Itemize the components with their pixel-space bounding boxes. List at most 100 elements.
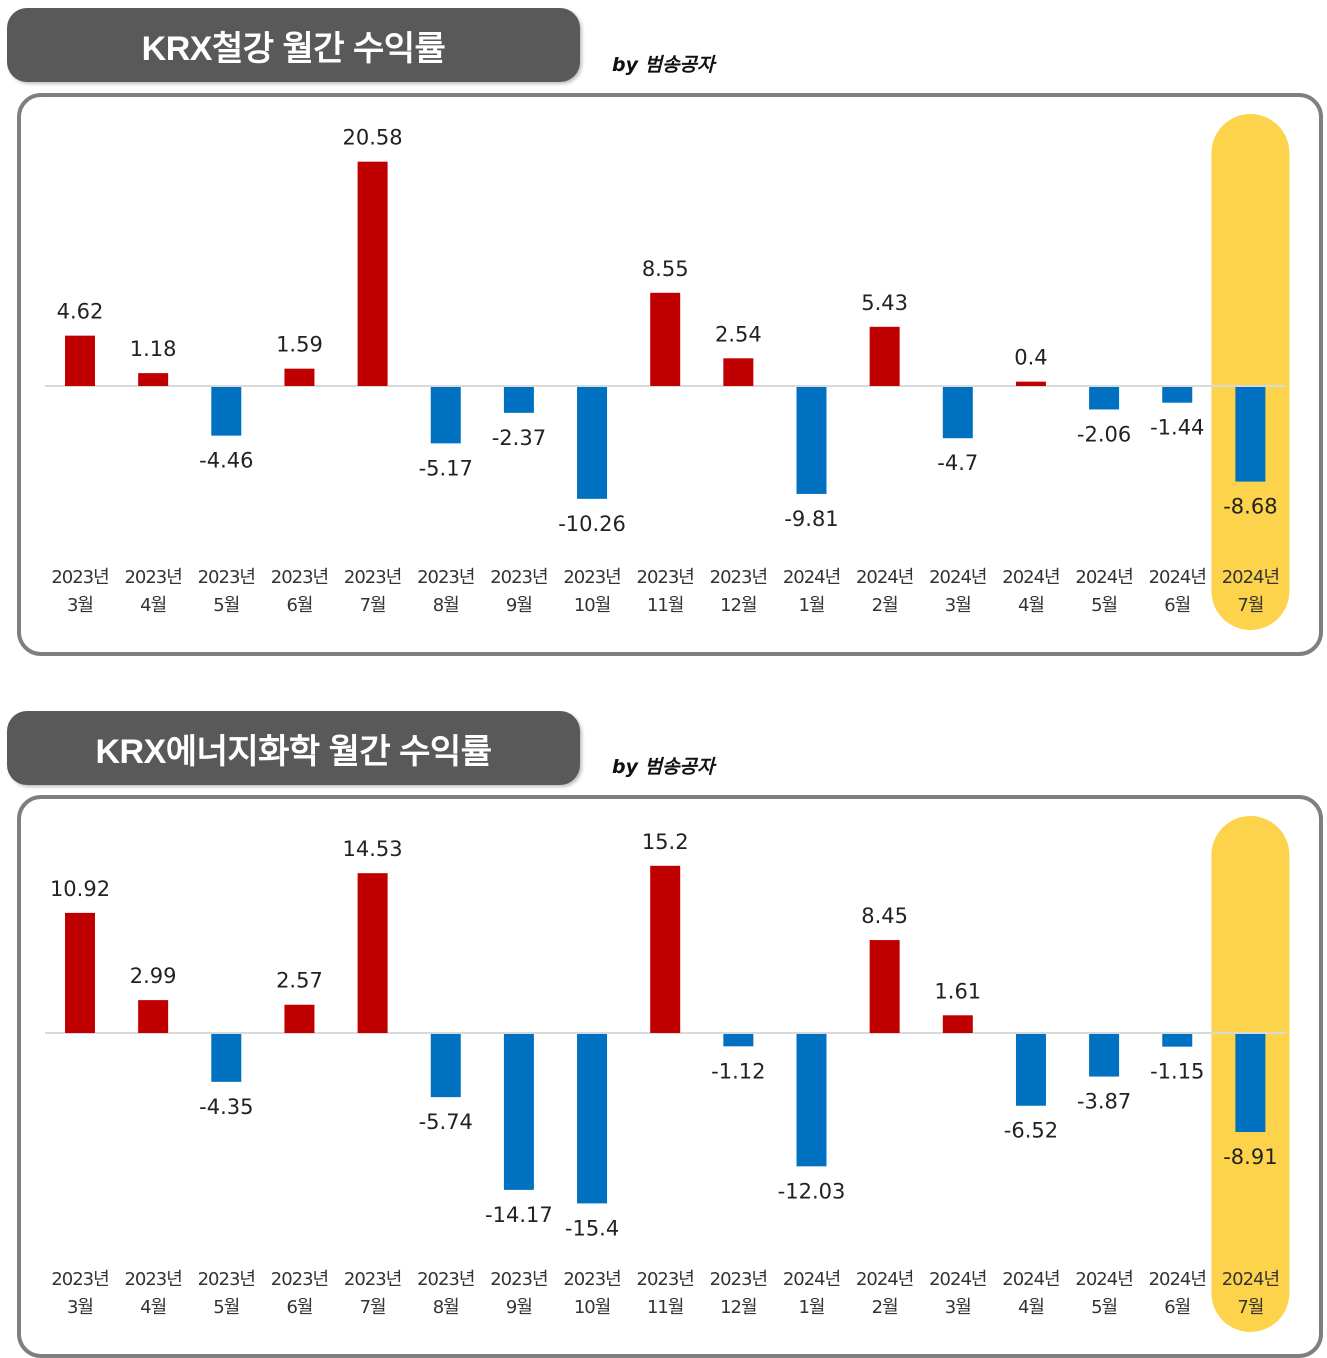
tick-month-12: 2월	[872, 1297, 898, 1318]
tick-month-15: 5월	[1091, 1297, 1117, 1318]
tick-month-16: 6월	[1164, 595, 1190, 616]
tick-year-3: 2023년	[198, 1269, 255, 1290]
tick-month-1: 3월	[67, 595, 93, 616]
tick-month-10: 12월	[720, 1297, 756, 1318]
tick-year-2: 2023년	[124, 567, 181, 588]
bar-7	[503, 387, 534, 413]
tick-month-13: 3월	[945, 1297, 971, 1318]
tick-month-2: 4월	[140, 595, 166, 616]
tick-year-4: 2023년	[271, 567, 328, 588]
tick-month-9: 11월	[647, 595, 683, 616]
chart-1-byline: by 범송공자	[612, 54, 715, 76]
data-label-8: -15.4	[565, 1216, 619, 1240]
tick-month-2: 4월	[140, 1297, 166, 1318]
tick-year-12: 2024년	[856, 567, 913, 588]
tick-year-1: 2023년	[51, 1269, 108, 1290]
bar-14	[1015, 1034, 1046, 1106]
data-label-13: 1.61	[934, 979, 981, 1003]
bar-5	[357, 873, 388, 1033]
tick-month-9: 11월	[647, 1297, 683, 1318]
bar-2	[138, 1000, 169, 1033]
bar-3	[211, 387, 242, 436]
bar-15	[1089, 1034, 1120, 1077]
tick-year-6: 2023년	[417, 567, 474, 588]
tick-year-5: 2023년	[344, 567, 401, 588]
bar-8	[577, 1034, 608, 1204]
highlight-capsule	[1211, 114, 1290, 630]
data-label-6: -5.17	[419, 456, 473, 480]
tick-month-6: 8월	[433, 595, 459, 616]
tick-year-16: 2024년	[1149, 1269, 1206, 1290]
tick-month-5: 7월	[360, 1297, 386, 1318]
tick-month-4: 6월	[286, 1297, 312, 1318]
tick-year-13: 2024년	[929, 567, 986, 588]
data-label-12: 5.43	[861, 291, 908, 315]
tick-year-9: 2023년	[637, 1269, 694, 1290]
data-label-13: -4.7	[937, 451, 978, 475]
data-label-4: 1.59	[276, 333, 323, 357]
bar-6	[430, 387, 461, 444]
tick-year-3: 2023년	[198, 567, 255, 588]
data-label-14: -6.52	[1004, 1119, 1058, 1143]
data-label-9: 15.2	[642, 830, 689, 854]
bar-16	[1162, 387, 1193, 403]
tick-year-17: 2024년	[1222, 567, 1279, 588]
tick-month-7: 9월	[506, 1297, 532, 1318]
bar-2	[138, 373, 169, 386]
data-label-6: -5.74	[419, 1110, 473, 1134]
data-label-3: -4.46	[199, 449, 253, 473]
data-label-2: 2.99	[130, 964, 177, 988]
tick-month-5: 7월	[360, 595, 386, 616]
data-label-9: 8.55	[642, 257, 689, 281]
tick-year-7: 2023년	[490, 567, 547, 588]
data-label-11: -12.03	[778, 1179, 846, 1203]
tick-month-7: 9월	[506, 595, 532, 616]
data-label-5: 20.58	[343, 126, 403, 150]
data-label-15: -2.06	[1077, 422, 1131, 446]
tick-month-8: 10월	[574, 595, 610, 616]
data-label-3: -4.35	[199, 1095, 253, 1119]
bar-6	[430, 1034, 461, 1098]
bar-8	[577, 387, 608, 499]
bar-10	[723, 1034, 754, 1047]
tick-year-5: 2023년	[344, 1269, 401, 1290]
bar-9	[650, 292, 681, 386]
tick-month-17: 7월	[1237, 595, 1263, 616]
tick-year-10: 2023년	[710, 567, 767, 588]
bar-5	[357, 161, 388, 386]
bar-4	[284, 368, 315, 386]
tick-month-17: 7월	[1237, 1297, 1263, 1318]
data-label-11: -9.81	[784, 507, 838, 531]
bar-9	[650, 865, 681, 1033]
bar-7	[503, 1034, 534, 1190]
bar-14	[1015, 381, 1046, 386]
chart-2-byline: by 범송공자	[612, 756, 715, 778]
bar-12	[869, 326, 900, 386]
bar-1	[65, 912, 95, 1033]
tick-year-17: 2024년	[1222, 1269, 1279, 1290]
tick-year-15: 2024년	[1075, 1269, 1132, 1290]
tick-year-8: 2023년	[563, 567, 620, 588]
bar-10	[723, 358, 754, 386]
tick-month-3: 5월	[213, 595, 239, 616]
bar-13	[942, 387, 973, 439]
tick-month-13: 3월	[945, 595, 971, 616]
tick-month-11: 1월	[798, 1297, 824, 1318]
data-label-12: 8.45	[861, 904, 908, 928]
tick-year-16: 2024년	[1149, 567, 1206, 588]
tick-month-14: 4월	[1018, 1297, 1044, 1318]
data-label-14: 0.4	[1014, 346, 1047, 370]
data-label-10: 2.54	[715, 322, 762, 346]
tick-month-8: 10월	[574, 1297, 610, 1318]
tick-year-14: 2024년	[1002, 567, 1059, 588]
bar-11	[796, 387, 827, 494]
tick-year-4: 2023년	[271, 1269, 328, 1290]
tick-year-13: 2024년	[929, 1269, 986, 1290]
bar-13	[942, 1015, 973, 1033]
data-label-2: 1.18	[130, 337, 177, 361]
data-label-8: -10.26	[558, 512, 626, 536]
tick-year-15: 2024년	[1075, 567, 1132, 588]
data-label-15: -3.87	[1077, 1090, 1131, 1114]
data-label-1: 4.62	[57, 300, 104, 324]
